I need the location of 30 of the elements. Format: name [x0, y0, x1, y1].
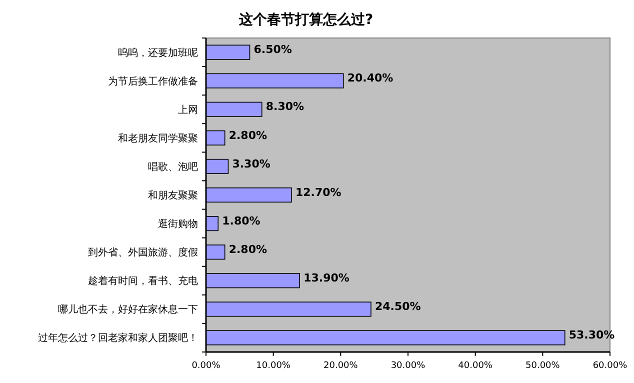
y-tick-label: 过年怎么过？回老家和家人团聚吧！	[38, 332, 198, 344]
data-label: 3.30%	[232, 157, 270, 170]
data-label: 1.80%	[222, 214, 260, 228]
data-label: 53.30%	[568, 328, 615, 342]
y-tick-label: 到外省、外国旅游、度假	[88, 246, 198, 259]
x-tick-label: 30.00%	[390, 361, 426, 371]
x-tick-label: 60.00%	[592, 361, 628, 371]
x-tick-label: 0.00%	[192, 361, 221, 371]
y-tick-label: 为节后换工作做准备	[108, 75, 198, 88]
chart-title: 这个春节打算怎么过?	[238, 11, 374, 28]
y-tick-label: 呜呜，还要加班呢	[118, 46, 198, 59]
data-label: 6.50%	[254, 43, 292, 56]
y-tick-label: 逛街购物	[158, 218, 198, 230]
y-tick-label: 哪儿也不去，好好在家休息一下	[58, 304, 198, 316]
x-tick-label: 50.00%	[526, 361, 560, 371]
data-label: 12.70%	[296, 186, 342, 199]
data-label: 8.30%	[266, 100, 304, 114]
y-tick-label: 和朋友聚聚	[148, 190, 198, 202]
data-label: 2.80%	[228, 242, 268, 256]
x-tick-label: 10.00%	[256, 361, 291, 371]
data-label: 24.50%	[374, 300, 421, 314]
y-tick-label: 上网	[178, 104, 198, 116]
y-tick-label: 和老朋友同学聚聚	[118, 132, 198, 144]
x-tick-label: 40.00%	[458, 361, 493, 371]
data-label: 20.40%	[347, 72, 394, 85]
data-label: 2.80%	[228, 128, 268, 142]
y-tick-label: 趁着有时间，看书、充电	[88, 275, 198, 288]
y-tick-label: 唱歌、泡吧	[148, 160, 198, 173]
data-label: 13.90%	[304, 271, 350, 284]
x-tick-label: 20.00%	[324, 361, 358, 371]
